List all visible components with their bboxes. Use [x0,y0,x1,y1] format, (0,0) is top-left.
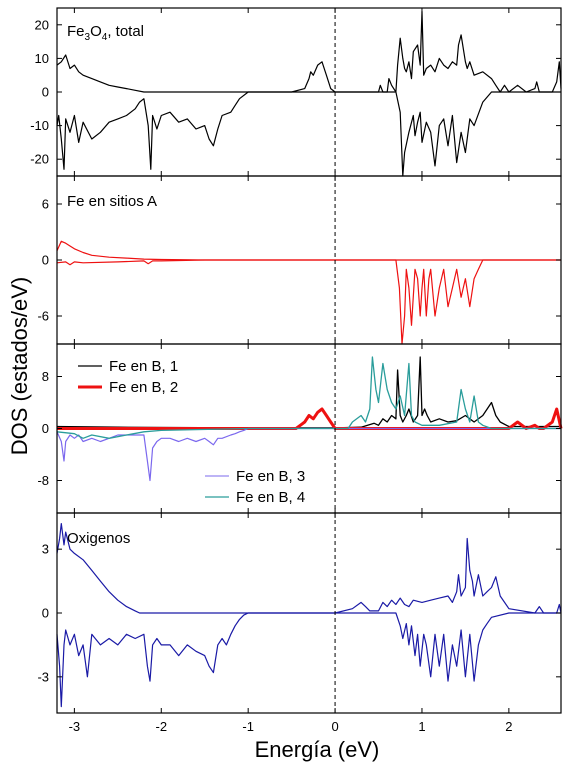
y-tick-label: 3 [42,542,49,557]
legend-label: Fe en B, 3 [236,468,305,485]
y-tick-label: -20 [30,152,49,167]
panel-label: Fe en sitios A [67,193,157,210]
y-tick-label: 0 [42,253,49,268]
panel-label: Oxigenos [67,530,130,547]
x-tick-label: -2 [155,719,167,734]
legend-label: Fe en B, 2 [109,379,178,396]
series-line-up [56,10,562,93]
x-tick-label: 0 [331,719,338,734]
series-line-b4 [56,356,561,439]
series-line-down [56,259,561,345]
series-line-b1 [56,356,561,429]
x-tick-label: 2 [505,719,512,734]
y-tick-label: 6 [42,197,49,212]
y-tick-label: 10 [35,51,49,66]
series-line-down [56,91,561,177]
x-tick-label: -1 [242,719,254,734]
panel-1: 20 10 0 -10 -20 Fe3O4, total [30,7,562,177]
y-tick-label: -10 [30,118,49,133]
panel-label-part: 3 [85,32,91,43]
series-line-down [56,612,561,708]
panel-label-part: Fe en sitios A [67,193,157,210]
panel-3: 8 0 -8 Fe en B, 1 Fe en B, 2 Fe en B, 3 Fe en … [37,343,563,514]
panel-label: Fe3O4, total [67,23,144,43]
panel-2: 6 0 -6 Fe en sitios A [37,175,562,345]
series-line-b3 [56,427,561,482]
y-tick-label: -3 [37,669,49,684]
x-tick-label: -3 [69,719,81,734]
y-tick-label: 20 [35,17,49,32]
panel-label-part: Fe [67,23,85,40]
y-tick-label: 0 [42,421,49,436]
panel-label-part: O [90,23,102,40]
y-tick-label: 0 [42,606,49,621]
y-axis-title: DOS (estados/eV) [7,277,32,456]
series-line-up [56,522,562,614]
panel-label-part: , total [107,23,144,40]
legend-label: Fe en B, 4 [236,489,305,506]
y-tick-label: 0 [42,85,49,100]
legend-label: Fe en B, 1 [109,358,178,375]
panel-label-part: Oxigenos [67,530,130,547]
y-tick-label: 8 [42,369,49,384]
x-tick-label: 1 [418,719,425,734]
series-line-up [56,240,561,261]
x-axis-title: Energía (eV) [255,737,380,762]
y-tick-label: -8 [37,473,49,488]
panel-4: 3 0 -3 Oxigenos [37,512,562,714]
y-tick-label: -6 [37,309,49,324]
panel-label-part: 4 [102,32,108,43]
